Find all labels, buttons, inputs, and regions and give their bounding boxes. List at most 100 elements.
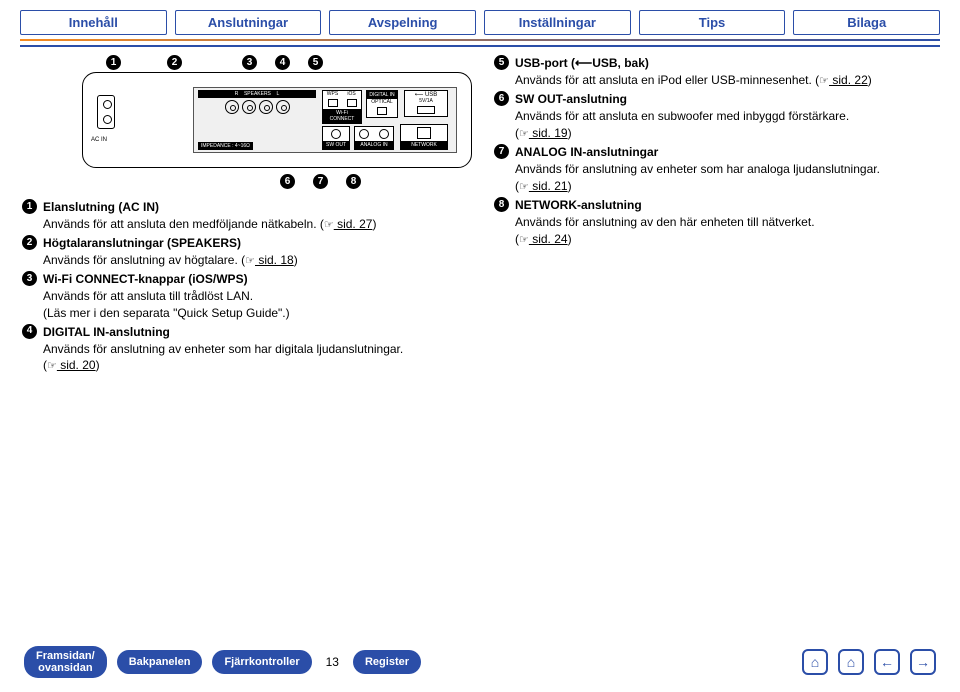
callout-6: 6 — [280, 174, 295, 189]
item-2-title: Högtalaranslutningar (SPEAKERS) — [43, 236, 241, 250]
page-ref-19[interactable]: sid. 19 — [529, 126, 568, 140]
rear-panel: R SPEAKERS L IMPEDANCE : 4~16Ω WPSiOS Wi… — [193, 87, 457, 153]
item-3-desc: Används för att ansluta till trådlöst LA… — [43, 289, 253, 303]
close-paren: ) — [96, 358, 100, 372]
next-icon[interactable]: → — [910, 649, 936, 675]
home-icon[interactable]: ⌂ — [802, 649, 828, 675]
sw-out-block: SW OUT — [322, 126, 350, 150]
hand-icon: ☞ — [819, 74, 829, 89]
close-paren: ) — [294, 253, 298, 267]
usb-power-label: 5V/1A — [405, 98, 447, 104]
bullet-7: 7 — [494, 144, 509, 159]
bullet-4: 4 — [22, 324, 37, 339]
page-ref-27[interactable]: sid. 27 — [334, 217, 373, 231]
l-label: L — [276, 91, 279, 97]
bullet-8: 8 — [494, 197, 509, 212]
hand-icon: ☞ — [519, 233, 529, 248]
callout-1: 1 — [106, 55, 121, 70]
item-1: 1 Elanslutning (AC IN) Används för att a… — [22, 199, 472, 233]
tab-bilaga[interactable]: Bilaga — [793, 10, 940, 35]
callout-7: 7 — [313, 174, 328, 189]
prev-icon[interactable]: ← — [874, 649, 900, 675]
digital-in-label: DIGITAL IN — [367, 91, 397, 99]
main-content: 1 2 3 4 5 AC IN R SPEAKERS L IMPEDANCE :… — [0, 47, 960, 377]
analog-in-label: ANALOG IN — [355, 141, 393, 149]
item-3-desc2: (Läs mer i den separata "Quick Setup Gui… — [43, 306, 290, 320]
network-block: NETWORK — [400, 124, 448, 150]
item-1-desc: Används för att ansluta den medföljande … — [43, 217, 324, 231]
page-number: 13 — [322, 655, 343, 669]
device-diagram: AC IN R SPEAKERS L IMPEDANCE : 4~16Ω WPS… — [82, 72, 472, 168]
speakers-block: R SPEAKERS L — [198, 90, 316, 136]
nav-register[interactable]: Register — [353, 650, 421, 674]
page-ref-21[interactable]: sid. 21 — [529, 179, 568, 193]
page-ref-22[interactable]: sid. 22 — [829, 73, 868, 87]
wps-label: WPS — [323, 91, 342, 97]
item-4: 4 DIGITAL IN-anslutning Används för ansl… — [22, 324, 472, 375]
item-3: 3 Wi-Fi CONNECT-knappar (iOS/WPS) Använd… — [22, 271, 472, 321]
tab-avspelning[interactable]: Avspelning — [329, 10, 476, 35]
item-1-title: Elanslutning (AC IN) — [43, 200, 159, 214]
tab-tips[interactable]: Tips — [639, 10, 786, 35]
analog-in-block: ANALOG IN — [354, 126, 394, 150]
page-ref-20[interactable]: sid. 20 — [57, 358, 96, 372]
close-paren: ) — [372, 217, 376, 231]
ios-label: iOS — [342, 91, 361, 97]
home-alt-icon[interactable]: ⌂ — [838, 649, 864, 675]
usb-icon: ⟵USB — [575, 56, 618, 70]
wifi-connect-block: WPSiOS Wi-Fi CONNECT — [322, 90, 362, 124]
nav-fjarrkontroller[interactable]: Fjärrkontroller — [212, 650, 311, 674]
item-3-title: Wi-Fi CONNECT-knappar (iOS/WPS) — [43, 272, 248, 286]
wifi-connect-label: Wi-Fi CONNECT — [323, 109, 361, 123]
top-tabs: Innehåll Anslutningar Avspelning Inställ… — [0, 0, 960, 39]
item-2-desc: Används för anslutning av högtalare. ( — [43, 253, 245, 267]
callout-2: 2 — [167, 55, 182, 70]
ac-in-port — [97, 95, 115, 129]
impedance-label: IMPEDANCE : 4~16Ω — [198, 142, 253, 150]
item-6-title: SW OUT-anslutning — [515, 92, 627, 106]
digital-in-block: DIGITAL IN OPTICAL — [366, 90, 398, 118]
nav-bakpanelen[interactable]: Bakpanelen — [117, 650, 203, 674]
tab-innehall[interactable]: Innehåll — [20, 10, 167, 35]
bullet-5: 5 — [494, 55, 509, 70]
close-paren: ) — [868, 73, 872, 87]
speakers-label: SPEAKERS — [244, 91, 271, 97]
bullet-6: 6 — [494, 91, 509, 106]
tab-installningar[interactable]: Inställningar — [484, 10, 631, 35]
item-5-title-suffix: , bak) — [618, 56, 649, 70]
bullet-2: 2 — [22, 235, 37, 250]
hand-icon: ☞ — [324, 218, 334, 233]
ac-in-label: AC IN — [91, 137, 107, 143]
hand-icon: ☞ — [519, 180, 529, 195]
left-column: 1 2 3 4 5 AC IN R SPEAKERS L IMPEDANCE :… — [22, 55, 472, 377]
callout-5: 5 — [308, 55, 323, 70]
top-callouts: 1 2 3 4 5 — [106, 55, 472, 70]
page-ref-24[interactable]: sid. 24 — [529, 232, 568, 246]
hand-icon: ☞ — [47, 359, 57, 374]
item-5: 5 USB-port (⟵USB, bak) Används för att a… — [494, 55, 938, 89]
divider-gradient — [20, 39, 940, 41]
bullet-3: 3 — [22, 271, 37, 286]
callout-4: 4 — [275, 55, 290, 70]
item-2: 2 Högtalaranslutningar (SPEAKERS) Använd… — [22, 235, 472, 269]
r-label: R — [235, 91, 239, 97]
item-7-title: ANALOG IN-anslutningar — [515, 145, 658, 159]
hand-icon: ☞ — [245, 254, 255, 269]
optical-label: OPTICAL — [367, 99, 397, 105]
usb-block: ⟵ USB 5V/1A — [404, 90, 448, 117]
item-4-desc: Används för anslutning av enheter som ha… — [43, 342, 403, 356]
close-paren: ) — [568, 232, 572, 246]
item-8-desc: Används för anslutning av den här enhete… — [515, 215, 815, 229]
page-ref-18[interactable]: sid. 18 — [255, 253, 294, 267]
bottom-callouts: 6 7 8 — [280, 174, 472, 189]
tab-anslutningar[interactable]: Anslutningar — [175, 10, 322, 35]
item-5-desc: Används för att ansluta en iPod eller US… — [515, 73, 819, 87]
item-7: 7 ANALOG IN-anslutningar Används för ans… — [494, 144, 938, 195]
item-4-title: DIGITAL IN-anslutning — [43, 325, 170, 339]
item-8: 8 NETWORK-anslutning Används för anslutn… — [494, 197, 938, 248]
nav-framsidan[interactable]: Framsidan/ovansidan — [24, 646, 107, 678]
close-paren: ) — [568, 126, 572, 140]
callout-8: 8 — [346, 174, 361, 189]
bottom-nav: Framsidan/ovansidan Bakpanelen Fjärrkont… — [0, 646, 960, 678]
sw-out-label: SW OUT — [323, 141, 349, 149]
